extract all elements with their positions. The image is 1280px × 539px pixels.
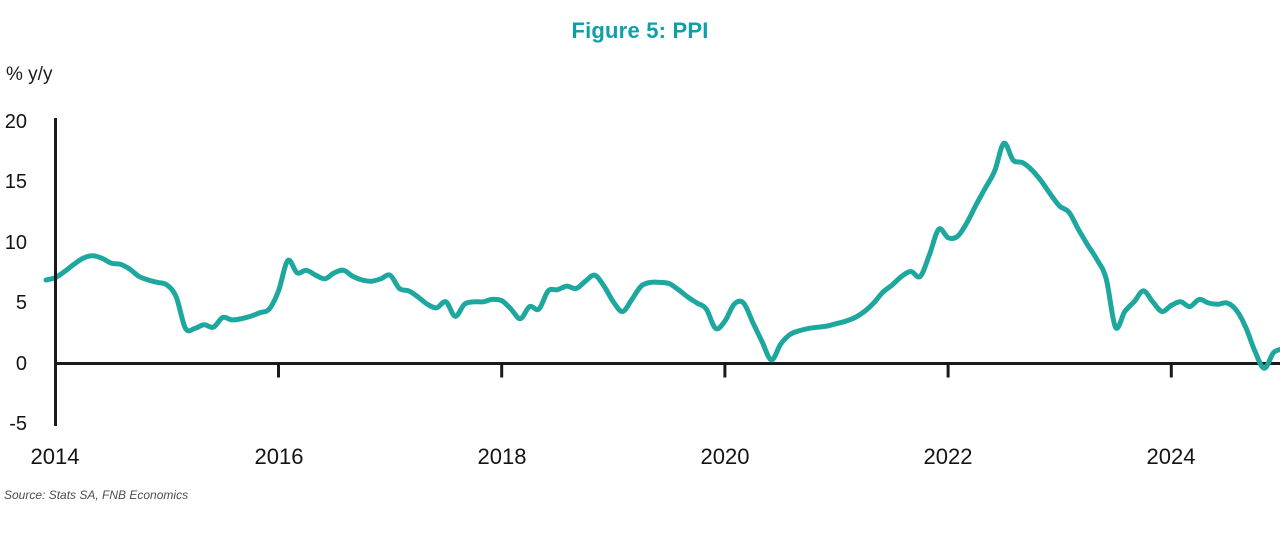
chart-title: Figure 5: PPI [571,18,709,43]
x-tick-label-2022: 2022 [923,444,973,469]
y-tick-label-10: 10 [4,232,27,254]
x-tick-label-2016: 2016 [254,444,304,469]
x-tick-label-2020: 2020 [700,444,750,469]
y-tick-label-0: 0 [15,353,27,375]
source-note: Source: Stats SA, FNB Economics [4,488,189,502]
y-tick-label-15: 15 [4,171,27,193]
y-tick-label-neg5: -5 [9,413,27,435]
x-tick-label-2014: 2014 [30,444,80,469]
y-tick-label-20: 20 [4,111,27,133]
ppi-series-line [43,140,1280,371]
x-tick-label-2024: 2024 [1146,444,1196,469]
y-tick-label-5: 5 [15,292,27,314]
x-tick-label-2018: 2018 [477,444,527,469]
y-axis-unit-label: % y/y [6,64,53,85]
